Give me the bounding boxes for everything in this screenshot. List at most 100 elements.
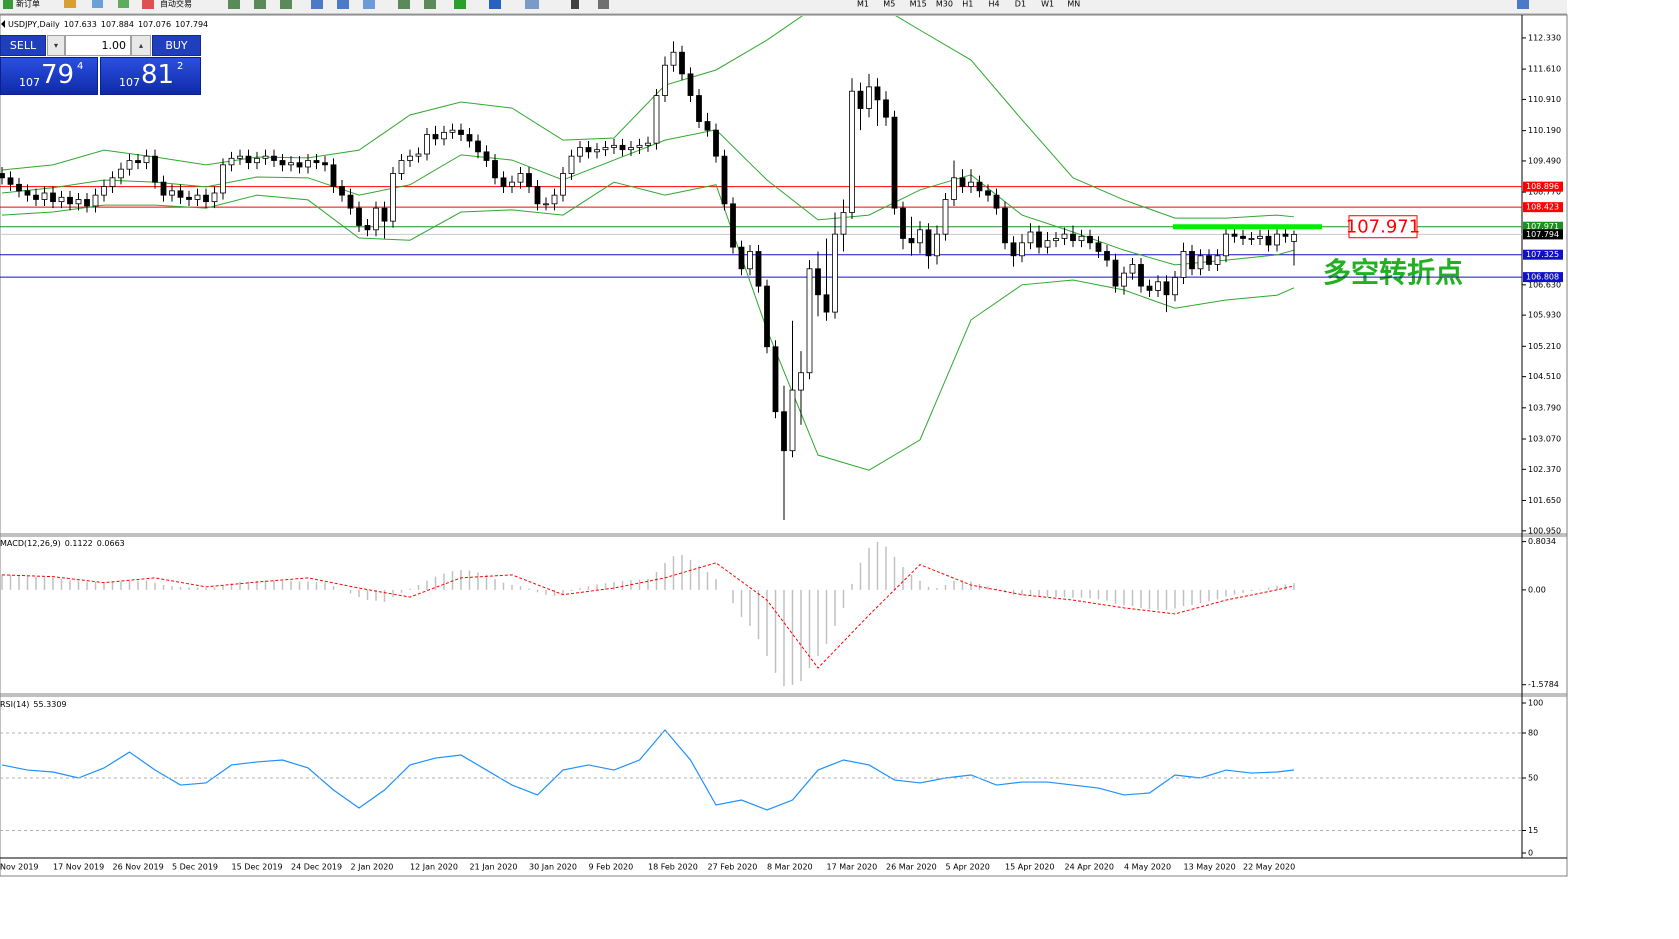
candle-body (815, 268, 821, 296)
toolbar-icon[interactable] (228, 0, 240, 9)
candle-body (33, 194, 39, 200)
level-price-tag (1523, 181, 1563, 192)
header-title: USDJPY,Daily (8, 20, 60, 29)
y-tick-label: 0.00 (1528, 585, 1546, 594)
search-icon[interactable] (1517, 0, 1529, 9)
header-title: MACD(12,26,9) (0, 539, 61, 548)
zoom-out-icon[interactable] (337, 0, 349, 9)
lot-input[interactable]: 1.00 (65, 35, 131, 56)
panel-plot (1, 729, 1295, 811)
candle-body (1172, 277, 1178, 296)
cursor-icon[interactable] (571, 0, 579, 9)
toolbar-icon[interactable] (424, 0, 436, 9)
toolbar-icon[interactable] (118, 0, 129, 8)
indicators-icon[interactable] (454, 0, 466, 9)
zoom-in-icon[interactable] (311, 0, 323, 9)
sell-button[interactable]: SELL (0, 35, 46, 56)
candle-body (509, 181, 515, 187)
candle-body (67, 196, 73, 205)
candle-body (577, 147, 583, 157)
current-price-tag (1523, 229, 1563, 240)
candle-body (526, 173, 532, 187)
candle-body (483, 151, 490, 161)
autotrade-icon[interactable] (142, 0, 154, 9)
candle-body (262, 155, 269, 159)
y-tick-label: 110.910 (1528, 95, 1561, 104)
toolbar-icon[interactable] (254, 0, 266, 9)
sell-price[interactable]: 107 79 4 (0, 57, 98, 95)
timeframe-button[interactable]: M5 (883, 0, 895, 9)
candle-body (373, 207, 379, 231)
y-tick-label: 102.370 (1528, 465, 1561, 474)
buy-button[interactable]: BUY (152, 35, 201, 56)
toolbar-icon[interactable] (280, 0, 292, 9)
candle-body (160, 181, 167, 196)
x-tick-label: 4 May 2020 (1124, 863, 1171, 872)
toolbar-icon[interactable] (92, 0, 103, 8)
candle-body (925, 229, 932, 257)
header-value: 0.0663 (97, 539, 125, 548)
macd-signal (1, 562, 1295, 669)
timeframe-button[interactable]: M30 (936, 0, 953, 9)
candle-body (1010, 242, 1017, 257)
toolbar-icon[interactable] (398, 0, 410, 9)
lot-down[interactable]: ▾ (47, 35, 65, 56)
candle-body (143, 155, 150, 164)
indicator-header: MACD(12,26,9) 0.1122 0.0663 (0, 539, 125, 548)
timeframe-button[interactable]: W1 (1041, 0, 1054, 9)
candle-body (866, 86, 872, 109)
y-tick-label: 105.210 (1528, 342, 1561, 351)
level-price-tag (1523, 221, 1563, 232)
timeframe-button[interactable]: H4 (989, 0, 1000, 9)
templates-icon[interactable] (525, 0, 539, 9)
x-tick-label: 26 Nov 2019 (113, 863, 164, 872)
y-tick-label: 0 (1528, 849, 1533, 858)
y-tick-label: 101.650 (1528, 496, 1561, 505)
candle-body (619, 144, 626, 151)
header-value: 55.3309 (33, 700, 66, 709)
toolbar-label[interactable]: 自动交易 (160, 0, 192, 9)
candle-body (407, 155, 413, 161)
crosshair-icon[interactable] (598, 0, 609, 9)
candle-body (585, 147, 592, 153)
x-tick-label: 17 Mar 2020 (827, 863, 878, 872)
candle-body (1104, 251, 1110, 261)
candle-body (1214, 255, 1221, 265)
candle-body (7, 177, 14, 185)
candle-body (50, 192, 56, 203)
timeframe-button[interactable]: D1 (1015, 0, 1026, 9)
candle-body (1274, 233, 1280, 246)
lot-up[interactable]: ▴ (131, 35, 151, 56)
candle-body (475, 140, 481, 153)
candle-body (347, 194, 354, 209)
timeframe-button[interactable]: M1 (857, 0, 869, 9)
candle-body (1265, 235, 1272, 246)
candle-body (432, 134, 439, 140)
candle-body (738, 246, 745, 270)
toolbar-label[interactable]: 新订单 (16, 0, 40, 9)
y-tick-label: 110.190 (1528, 126, 1561, 135)
candle-body (458, 129, 464, 135)
bid-fraction: 4 (77, 61, 84, 72)
buy-price[interactable]: 107 81 2 (100, 57, 201, 95)
timeframe-button[interactable]: MN (1067, 0, 1080, 9)
y-tick-label: 15 (1528, 826, 1538, 835)
candle-body (84, 199, 90, 207)
candle-body (968, 181, 974, 187)
toolbar-icon[interactable] (363, 0, 375, 9)
toolbar-icon[interactable] (64, 0, 76, 8)
candle-body (1248, 238, 1255, 240)
timeframe-button[interactable]: M15 (910, 0, 927, 9)
new-order-icon[interactable] (3, 0, 13, 9)
candle-body (874, 86, 881, 101)
periods-icon[interactable] (489, 0, 501, 9)
candle-body (560, 173, 566, 196)
y-tick-label: 109.490 (1528, 156, 1561, 165)
chart-icon (1, 20, 5, 28)
candle-body (118, 168, 124, 179)
y-tick-label: 111.610 (1528, 65, 1561, 74)
candle-body (1257, 235, 1263, 239)
x-tick-label: 26 Mar 2020 (886, 863, 937, 872)
timeframe-button[interactable]: H1 (962, 0, 973, 9)
x-tick-label: 15 Dec 2019 (232, 863, 283, 872)
